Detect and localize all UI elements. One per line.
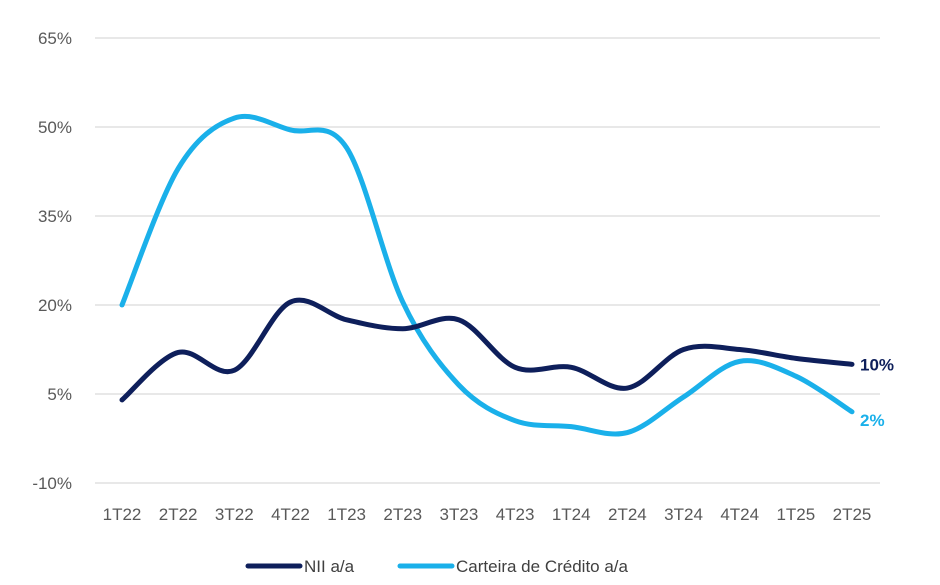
x-tick-label: 2T23 [383,505,422,524]
x-tick-label: 4T24 [720,505,759,524]
gridlines [95,37,880,484]
y-tick-label: 20% [38,296,72,315]
x-tick-label: 3T24 [664,505,703,524]
x-axis-ticks: 1T22 2T22 3T22 4T22 1T23 2T23 3T23 4T23 1T24 2T24… [103,505,872,524]
x-tick-label: 2T25 [833,505,872,524]
x-tick-label: 3T23 [440,505,479,524]
x-tick-label: 1T25 [776,505,815,524]
legend-label: Carteira de Crédito a/a [456,557,629,576]
y-tick-label: 65% [38,29,72,48]
x-tick-label: 4T22 [271,505,310,524]
x-tick-label: 4T23 [496,505,535,524]
series-lines [119,114,855,437]
legend: NII a/a Carteira de Crédito a/a [245,557,629,576]
x-tick-label: 1T22 [103,505,142,524]
y-tick-label: 5% [47,385,72,404]
y-tick-label: 50% [38,118,72,137]
end-value-label: 10% [860,355,894,374]
x-tick-label: 3T22 [215,505,254,524]
x-tick-label: 1T23 [327,505,366,524]
x-tick-label: 2T22 [159,505,198,524]
y-tick-label: 35% [38,207,72,226]
x-tick-label: 2T24 [608,505,647,524]
end-labels: 2% 10% [860,355,894,429]
end-value-label: 2% [860,411,885,430]
series-line-1 [119,114,855,437]
legend-label: NII a/a [304,557,355,576]
series-line-0 [119,297,855,403]
y-axis-ticks: 65% 50% 35% 20% 5% -10% [32,29,72,493]
x-tick-label: 1T24 [552,505,591,524]
y-tick-label: -10% [32,474,72,493]
